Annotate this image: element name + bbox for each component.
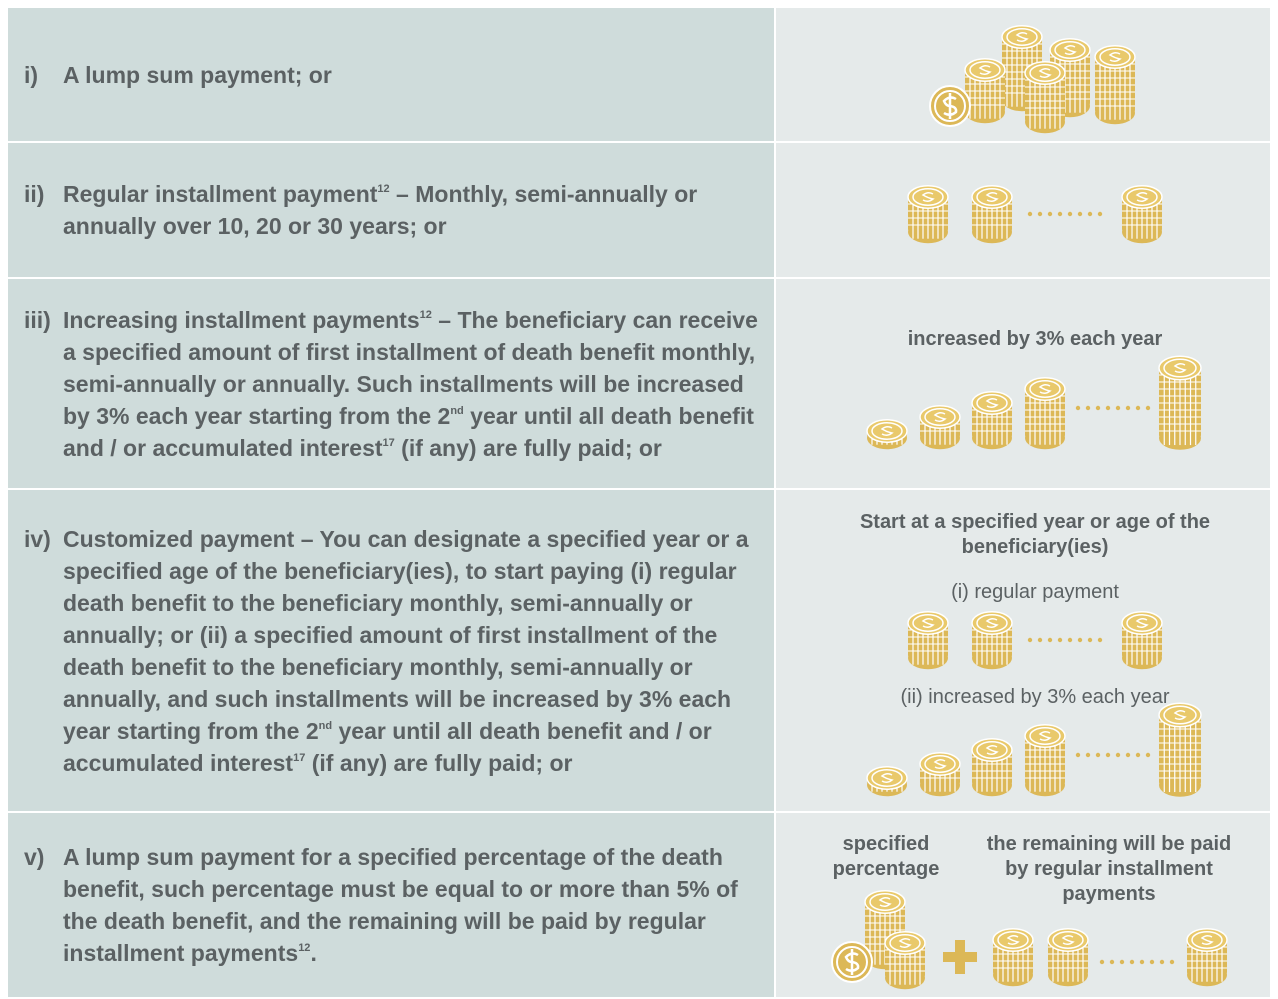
item-text: Customized payment – You can designate a… <box>63 523 758 779</box>
illustration-cell <box>776 8 1270 141</box>
item-text: Regular installment payment12 – Monthly,… <box>63 178 758 242</box>
item-label: iii) <box>24 307 51 333</box>
item-text: Increasing installment payments12 – The … <box>63 304 758 464</box>
item-cell: iv) Customized payment – You can designat… <box>8 490 774 811</box>
text-run: – Monthly, semi-annually or annually ove… <box>63 181 698 239</box>
superscript: nd <box>318 720 333 732</box>
superscript: 12 <box>298 942 311 954</box>
text-run: (if any) are fully paid; or <box>305 750 573 776</box>
superscript: 17 <box>293 752 306 764</box>
text-run: A lump sum payment for a specified perce… <box>63 844 738 966</box>
item-cell: iii) Increasing installment payments12 – … <box>8 279 774 488</box>
illustration-cell <box>776 279 1270 488</box>
item-text: A lump sum payment for a specified perce… <box>63 841 758 969</box>
text-run: Increasing installment payments <box>63 307 420 333</box>
superscript: 12 <box>377 183 390 195</box>
superscript: nd <box>450 405 464 417</box>
text-run: year until all death benefit and / or ac… <box>63 403 754 461</box>
text-run: year until all death benefit and / or ac… <box>63 718 712 776</box>
text-run: Regular installment payment <box>63 181 378 207</box>
text-run: . <box>310 940 317 966</box>
superscript: 17 <box>382 437 395 449</box>
item-cell: i) A lump sum payment; or <box>8 8 774 141</box>
item-text: A lump sum payment; or <box>63 59 758 91</box>
caption: (ii) increased by 3% each year <box>900 686 1170 708</box>
caption: Start at a specified year or age of the … <box>859 511 1211 558</box>
text-run: (if any) are fully paid; or <box>394 435 662 461</box>
item-cell: v) A lump sum payment for a specified per… <box>8 813 774 997</box>
text-run: Customized payment – You can designate a… <box>63 526 749 744</box>
item-label: iv) <box>24 526 51 552</box>
item-label: ii) <box>24 181 45 207</box>
illustration-cell <box>776 143 1270 277</box>
superscript: 12 <box>419 309 432 321</box>
caption: the remaining will be paid by regular in… <box>986 833 1232 905</box>
item-cell: ii) Regular installment payment12 – Month… <box>8 143 774 277</box>
caption: increased by 3% each year <box>907 328 1163 350</box>
item-label: i) <box>24 62 39 88</box>
caption: specified percentage <box>832 833 940 880</box>
item-label: v) <box>24 844 45 870</box>
text-run: – The beneficiary can receive a specifie… <box>63 307 758 429</box>
caption: (i) regular payment <box>951 581 1119 603</box>
text-run: A lump sum payment; or <box>63 62 332 88</box>
